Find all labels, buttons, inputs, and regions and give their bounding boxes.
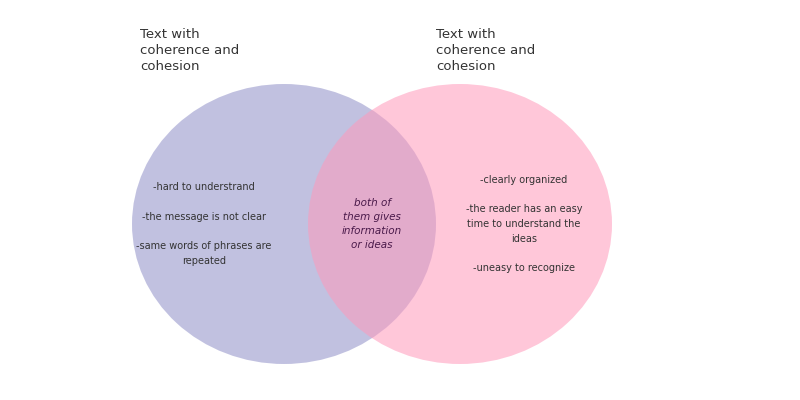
Ellipse shape [308,84,612,364]
Text: both of
them gives
information
or ideas: both of them gives information or ideas [342,198,402,250]
Text: -hard to understrand

-the message is not clear

-same words of phrases are
repe: -hard to understrand -the message is not… [136,182,272,266]
Text: Text with
coherence and
cohesion: Text with coherence and cohesion [140,28,239,73]
Text: Text with
coherence and
cohesion: Text with coherence and cohesion [436,28,535,73]
Ellipse shape [132,84,436,364]
Text: -clearly organized

-the reader has an easy
time to understand the
ideas

-uneas: -clearly organized -the reader has an ea… [466,174,582,274]
